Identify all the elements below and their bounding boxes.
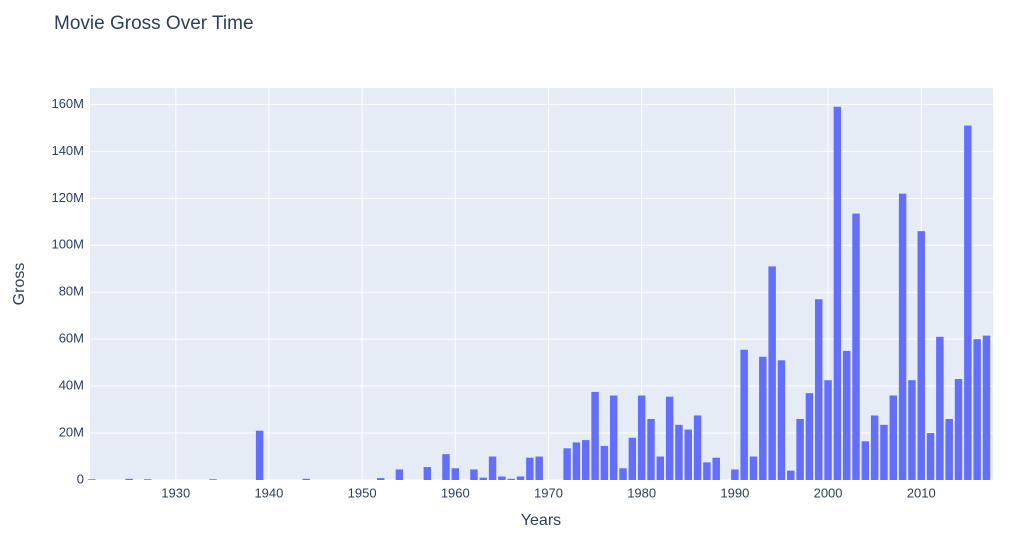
x-tick-label: 1940 <box>254 485 283 500</box>
x-tick-label: 1980 <box>627 485 656 500</box>
x-tick-label: 1970 <box>534 485 563 500</box>
bar <box>526 457 534 480</box>
bar <box>796 418 804 480</box>
bar <box>824 380 832 480</box>
x-axis-title: Years <box>521 512 561 529</box>
chart-title: Movie Gross Over Time <box>54 13 254 34</box>
bar <box>498 476 506 480</box>
x-tick-label: 1950 <box>348 485 377 500</box>
bar <box>125 478 133 480</box>
bar <box>302 478 310 480</box>
bar <box>982 335 991 480</box>
bar <box>563 448 571 480</box>
bar <box>377 478 385 480</box>
bar <box>609 395 618 480</box>
bar <box>591 391 599 480</box>
y-tick-label: 0 <box>77 471 84 486</box>
bar <box>516 476 525 480</box>
bar <box>889 395 898 480</box>
bar <box>861 441 870 480</box>
bar <box>898 193 907 481</box>
x-tick-label: 2010 <box>907 485 936 500</box>
bar <box>209 479 217 480</box>
y-tick-label: 100M <box>51 237 84 252</box>
bar <box>749 456 758 480</box>
bar <box>964 125 972 480</box>
bar <box>870 415 879 480</box>
bar <box>637 395 646 480</box>
bar <box>684 429 692 480</box>
bar <box>479 477 487 480</box>
bar <box>805 393 814 480</box>
bar <box>442 454 450 480</box>
plot-background <box>90 88 993 480</box>
bar <box>759 356 767 480</box>
bar <box>675 424 683 480</box>
bar <box>144 479 152 480</box>
bar <box>852 213 860 480</box>
x-tick-label: 1930 <box>161 485 190 500</box>
bar <box>535 456 543 480</box>
y-tick-label: 40M <box>59 378 84 393</box>
bar <box>917 231 925 480</box>
x-tick-label: 2000 <box>814 485 843 500</box>
x-tick-label: 1960 <box>441 485 470 500</box>
bar <box>451 468 460 480</box>
bar <box>619 468 627 480</box>
bar <box>600 445 609 480</box>
bar <box>973 339 981 480</box>
bar <box>395 469 404 480</box>
bar <box>693 415 702 480</box>
bar <box>255 430 264 480</box>
bar <box>628 437 637 480</box>
bar <box>423 467 432 480</box>
bar <box>833 106 842 480</box>
y-tick-label: 20M <box>59 424 84 439</box>
bar <box>582 440 590 480</box>
bar <box>703 462 711 480</box>
bar <box>647 418 655 480</box>
bar <box>926 433 935 480</box>
y-tick-label: 140M <box>51 143 84 158</box>
bar <box>488 456 497 480</box>
bar <box>731 469 739 480</box>
y-tick-label: 160M <box>51 96 84 111</box>
bar <box>507 478 515 480</box>
y-tick-label: 120M <box>51 190 84 205</box>
x-tick-label: 1990 <box>720 485 749 500</box>
bar <box>656 456 665 480</box>
bar <box>740 349 748 480</box>
bar <box>665 396 674 480</box>
bar <box>842 350 851 480</box>
y-tick-label: 80M <box>59 284 84 299</box>
bar <box>880 424 888 480</box>
bar <box>908 380 916 480</box>
bar <box>787 470 795 480</box>
y-axis-title: Gross <box>11 263 28 306</box>
bar <box>945 418 953 480</box>
bar <box>88 479 96 480</box>
bar <box>572 442 581 480</box>
bar <box>777 360 786 480</box>
bar <box>470 469 478 480</box>
bar <box>815 299 823 480</box>
bar <box>936 336 944 480</box>
bar <box>712 457 720 480</box>
y-tick-label: 60M <box>59 331 84 346</box>
bar <box>954 379 963 480</box>
bar <box>768 266 776 480</box>
